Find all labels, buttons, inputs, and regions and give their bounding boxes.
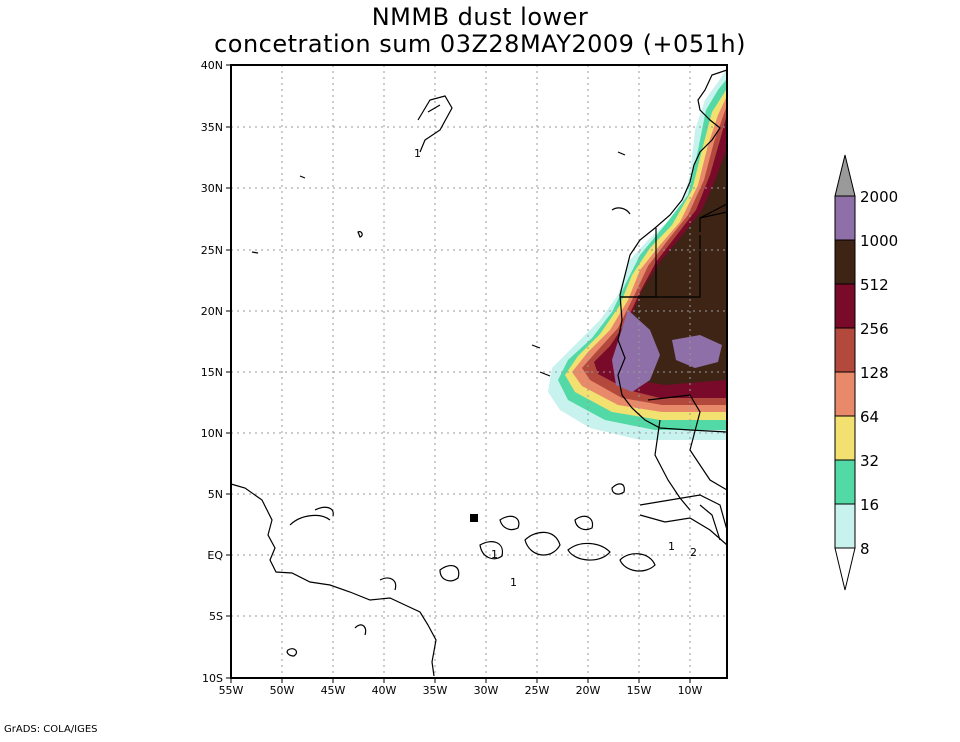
colorbar-label: 512 (860, 276, 889, 294)
colorbar-labels: 2000 1000 512 256 128 64 32 16 8 (860, 188, 898, 558)
lat-label: EQ (207, 549, 223, 562)
contour-label: 1 (491, 548, 498, 561)
colorbar-label: 256 (860, 320, 889, 338)
lat-labels: 40N 35N 30N 25N 20N 15N 10N 5N EQ 5S 10S (201, 59, 224, 685)
colorbar-top-arrow (834, 154, 856, 197)
axis-ticks (226, 64, 691, 683)
lon-label: 50W (270, 684, 295, 697)
lat-label: 40N (201, 59, 223, 72)
lat-label: 20N (201, 305, 223, 318)
lat-label: 15N (201, 366, 223, 379)
colorbar-label: 128 (860, 364, 889, 382)
lon-label: 55W (219, 684, 244, 697)
lon-label: 35W (423, 684, 448, 697)
contour-label: 1 (510, 576, 517, 589)
lon-label: 20W (576, 684, 601, 697)
graticule (231, 65, 727, 678)
lon-label: 40W (372, 684, 397, 697)
colorbar-bottom-arrow (834, 547, 856, 591)
lon-label: 15W (627, 684, 652, 697)
grads-credit: GrADS: COLA/IGES (4, 724, 98, 735)
lon-label: 25W (525, 684, 550, 697)
lon-label: 45W (321, 684, 346, 697)
coastlines (230, 69, 728, 677)
contour-label: 1 (668, 540, 675, 553)
colorbar-label: 8 (860, 540, 870, 558)
lon-labels: 55W 50W 45W 40W 35W 30W 25W 20W 15W 10W (219, 684, 703, 697)
lat-label: 10N (201, 427, 223, 440)
lat-label: 5S (209, 610, 223, 623)
lon-label: 10W (678, 684, 703, 697)
colorbar-label: 64 (860, 408, 879, 426)
colorbar-label: 2000 (860, 188, 898, 206)
map-title-line1: NMMB dust lower (371, 3, 589, 31)
lat-label: 25N (201, 244, 223, 257)
dust-shading (548, 70, 726, 440)
lat-label: 30N (201, 182, 223, 195)
colorbar-label: 32 (860, 452, 879, 470)
lat-label: 35N (201, 121, 223, 134)
colorbar-label: 16 (860, 496, 879, 514)
station-marker (470, 514, 478, 522)
lon-label: 30W (474, 684, 499, 697)
lat-label: 10S (202, 672, 223, 685)
contour-label: 1 (414, 147, 421, 160)
lat-label: 5N (208, 488, 223, 501)
colorbar-label: 1000 (860, 232, 898, 250)
map-title-line2: concetration sum 03Z28MAY2009 (+051h) (214, 30, 746, 58)
colorbar (834, 154, 856, 591)
contour-label: 2 (690, 546, 697, 559)
